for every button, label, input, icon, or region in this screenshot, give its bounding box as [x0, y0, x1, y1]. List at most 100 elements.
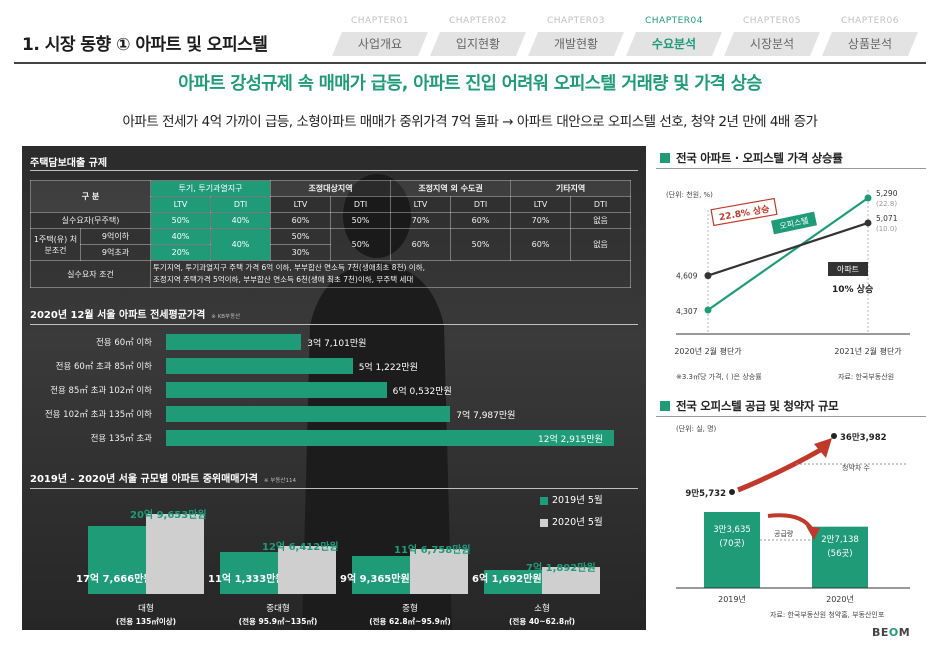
table-subheader: DTI — [330, 196, 392, 213]
bar-value-label: 20억 9,653만원 — [130, 510, 207, 521]
tab-chapter-2[interactable]: CHAPTER02 입지현황 — [430, 14, 526, 58]
price-source: 자료: 한국부동산원 — [838, 373, 895, 381]
median-bar — [484, 570, 542, 594]
bar-category-sublabel: (전용 40~62.8㎡) — [509, 617, 575, 626]
table-cell: 60% — [510, 228, 572, 261]
supply-chart: 3만3,635 (70곳) 2만7,138 (56곳) 2019년 2020년 9만5,73… — [676, 432, 910, 604]
legend-item: 2020년 5월 — [540, 514, 603, 528]
median-bar — [278, 545, 336, 594]
table-header-gubun: 구 분 — [29, 180, 152, 213]
legend-label: 2020년 5월 — [552, 517, 603, 528]
bar-value-label: 11억 1,333만원 — [208, 574, 285, 585]
bar-value-label: 6억 0,532만원 — [392, 387, 452, 397]
data-point — [704, 272, 712, 280]
table-subheader: LTV — [390, 196, 452, 213]
jeonse-bar — [166, 430, 614, 446]
median-bar — [410, 549, 468, 594]
bar-category-label: 전용 85㎡ 초과 102㎡ 이하 — [50, 386, 152, 396]
price-chart-title-text: 전국 아파트 · 오피스텔 가격 상승률 — [676, 151, 843, 165]
apt-tag-label: 아파트 — [837, 264, 859, 274]
table-row: 1주택(유) 처분조건 9억이하 40% 40% 50% 50% 60% 50%… — [30, 228, 632, 261]
supply-source: 자료: 한국부동산원 청약홈, 부동산인포 — [770, 611, 885, 619]
loan-regulation-table: 구 분 투기, 투기과열지구 조정대상지역 조정지역 외 수도권 기타지역 LT… — [29, 180, 632, 288]
table-cell: 30% — [270, 244, 332, 261]
supply-sites-label: (56곳) — [827, 549, 852, 559]
value-label: 4,307 — [676, 307, 698, 316]
table-subheader: LTV — [270, 196, 332, 213]
tab-chapter-3[interactable]: CHAPTER03 개발현황 — [528, 14, 624, 58]
jeonse-bar — [166, 382, 387, 398]
applicant-growth-arrow — [737, 445, 826, 493]
supply-bar — [812, 526, 868, 588]
chapter-number: CHAPTER05 — [742, 16, 802, 26]
bar-value-label: 12억 6,412만원 — [262, 541, 339, 553]
applicant-legend-label: 청약자 수 — [842, 463, 871, 472]
table-subheader: DTI — [450, 196, 512, 213]
condition-line: 투기지역, 투기과열지구 주택 가격 6억 이하, 부부합산 연소득 7천(생애… — [153, 263, 425, 272]
median-bar — [88, 526, 146, 594]
regulation-rule — [30, 170, 638, 171]
table-header-group: 조정대상지역 — [270, 180, 392, 197]
table-cell: 60% — [450, 212, 512, 229]
table-cell: 50% — [330, 228, 392, 261]
data-point — [704, 306, 712, 314]
median-rule — [30, 488, 638, 489]
table-cell: 없음 — [570, 212, 632, 229]
left-panel: 주택담보대출 규제 구 분 투기, 투기과열지구 조정대상지역 조정지역 외 수… — [22, 146, 646, 630]
median-bar — [146, 514, 204, 594]
title-square-icon — [660, 153, 670, 163]
table-row: 실수요자 조건 투기지역, 투기과열지구 주택 가격 6억 이하, 부부합산 연… — [29, 260, 632, 288]
table-cell: 60% — [390, 228, 452, 261]
legend-label: 2019년 5월 — [552, 495, 603, 506]
chapter-nav: CHAPTER01 사업개요 CHAPTER02 입지현황 CHAPTER03 개발현황 C… — [332, 14, 932, 58]
x-tick-label: 2020년 — [826, 594, 854, 604]
tab-chapter-6[interactable]: CHAPTER06 상품분석 — [822, 14, 918, 58]
table-cell: 50% — [270, 228, 332, 245]
row-sublabel: 9억초과 — [79, 244, 152, 261]
data-point — [864, 219, 872, 227]
value-label: 4,609 — [676, 272, 698, 281]
table-subheader: LTV — [510, 196, 572, 213]
table-row: 실수요자(무주택) 50% 40% 60% 50% 70% 60% 70% 없음 — [29, 212, 632, 229]
jeonse-bar — [166, 406, 451, 422]
bar-category-sublabel: (전용 135㎡이상) — [115, 617, 177, 626]
data-point — [864, 194, 872, 202]
bar-category-label: 전용 60㎡ 이하 — [95, 338, 152, 348]
bar-category-label: 전용 102㎡ 초과 135㎡ 이하 — [44, 410, 152, 420]
legend-swatch — [540, 518, 548, 527]
bar-value-label: 7억 7,987만원 — [456, 411, 516, 421]
applicant-value-label: 36만3,982 — [840, 432, 887, 443]
bar-value-label: 7억 1,892만원 — [526, 562, 596, 574]
table-cell: 40% — [210, 212, 272, 229]
price-unit: (단위: 천원, %) — [666, 191, 713, 199]
applicant-value-label: 9만5,732 — [685, 488, 726, 499]
bar-category-sublabel: (전용 95.9㎡~135㎡) — [238, 617, 318, 626]
median-bar — [220, 551, 278, 594]
rise-callout-box — [710, 197, 778, 227]
chapter-label: 입지현황 — [430, 32, 526, 56]
bar-category-label: 소형 — [534, 604, 550, 614]
arrow-head-icon — [814, 438, 832, 458]
chapter-label: 사업개요 — [332, 32, 428, 56]
tab-chapter-1[interactable]: CHAPTER01 사업개요 — [332, 14, 428, 58]
table-cell: 50% — [450, 228, 512, 261]
table-cell: 50% — [150, 212, 212, 229]
table-cell: 70% — [390, 212, 452, 229]
value-label: 5,071 — [876, 214, 898, 223]
company-logo: BEOM — [872, 626, 911, 639]
table-cell: 60% — [270, 212, 332, 229]
chapter-label: 상품분석 — [822, 32, 918, 56]
page-title: 1. 시장 동향 ① 아파트 및 오피스텔 — [22, 35, 268, 55]
bar-value-label: 3억 7,101만원 — [307, 339, 367, 349]
row-label: 실수요자(무주택) — [29, 212, 152, 229]
tab-chapter-4[interactable]: CHAPTER04 수요분석 — [626, 14, 722, 58]
table-cell: 없음 — [570, 228, 632, 261]
median-title: 2019년 - 2020년 서울 규모별 아파트 중위매매가격 ※ 부동산114 — [30, 470, 296, 485]
jeonse-title: 2020년 12월 서울 아파트 전세평균가격 ※ KB부동산 — [30, 306, 240, 321]
series-line — [707, 221, 869, 277]
table-cell-conditions: 투기지역, 투기과열지구 주택 가격 6억 이하, 부부합산 연소득 7천(생애… — [150, 260, 632, 288]
legend-item: 2019년 5월 — [540, 492, 603, 506]
tab-chapter-5[interactable]: CHAPTER05 시장분석 — [724, 14, 820, 58]
bar-category-sublabel: (전용 62.8㎡~95.9㎡) — [369, 617, 451, 626]
